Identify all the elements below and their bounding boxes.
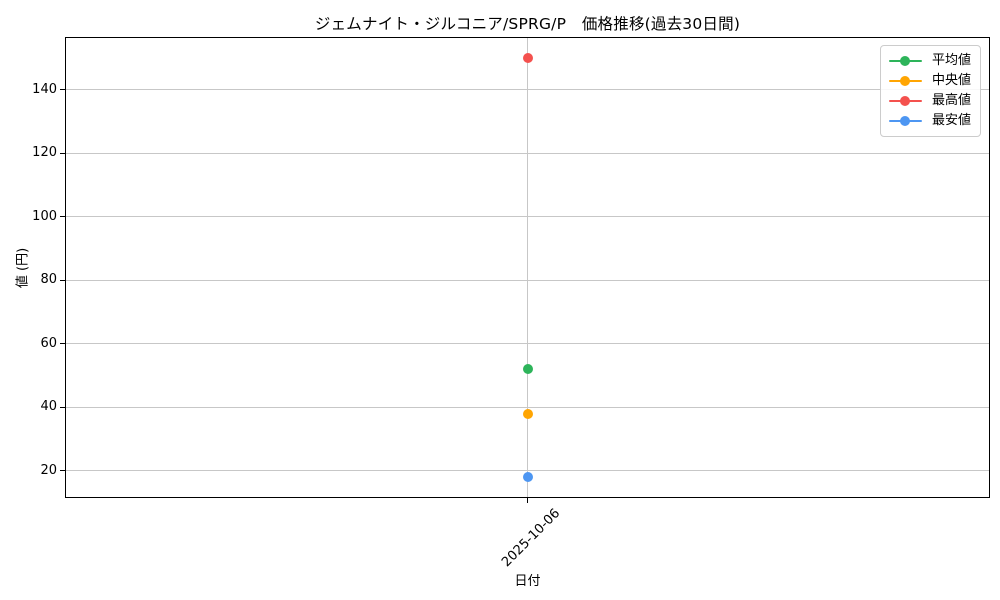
y-tick-label: 140 (32, 81, 57, 97)
legend-label-median: 中央値 (931, 73, 971, 88)
legend-line-average (888, 56, 922, 66)
legend-item-max: 最高値 (888, 91, 971, 111)
y-tick-label: 20 (40, 462, 57, 478)
x-axis-label: 日付 (514, 574, 541, 589)
x-tick-mark (527, 498, 528, 503)
y-tick-label: 100 (32, 208, 57, 224)
y-tick-label: 60 (40, 335, 57, 351)
legend-dot-min (900, 116, 911, 126)
legend-label-min: 最安値 (931, 113, 971, 128)
plot-area (65, 37, 990, 498)
chart-title: ジェムナイト・ジルコニア/SPRG/P 価格推移(過去30日間) (314, 15, 741, 33)
legend-label-average: 平均値 (931, 53, 971, 68)
legend-dot-average (900, 56, 911, 66)
x-tick-label: 2025-10-06 (499, 506, 564, 571)
legend-label-max: 最高値 (931, 93, 971, 108)
y-tick-label: 40 (40, 399, 57, 415)
legend-line-min (888, 116, 922, 126)
legend-line-median (888, 76, 922, 86)
legend-dot-max (900, 96, 911, 106)
legend-item-min: 最安値 (888, 111, 971, 131)
y-axis-label: 値 (円) (15, 247, 31, 289)
legend-dot-median (900, 76, 911, 86)
legend-item-average: 平均値 (888, 51, 971, 71)
legend: 平均値中央値最高値最安値 (879, 45, 981, 137)
y-tick-label: 120 (32, 145, 57, 161)
legend-line-max (888, 96, 922, 106)
legend-item-median: 中央値 (888, 71, 971, 91)
